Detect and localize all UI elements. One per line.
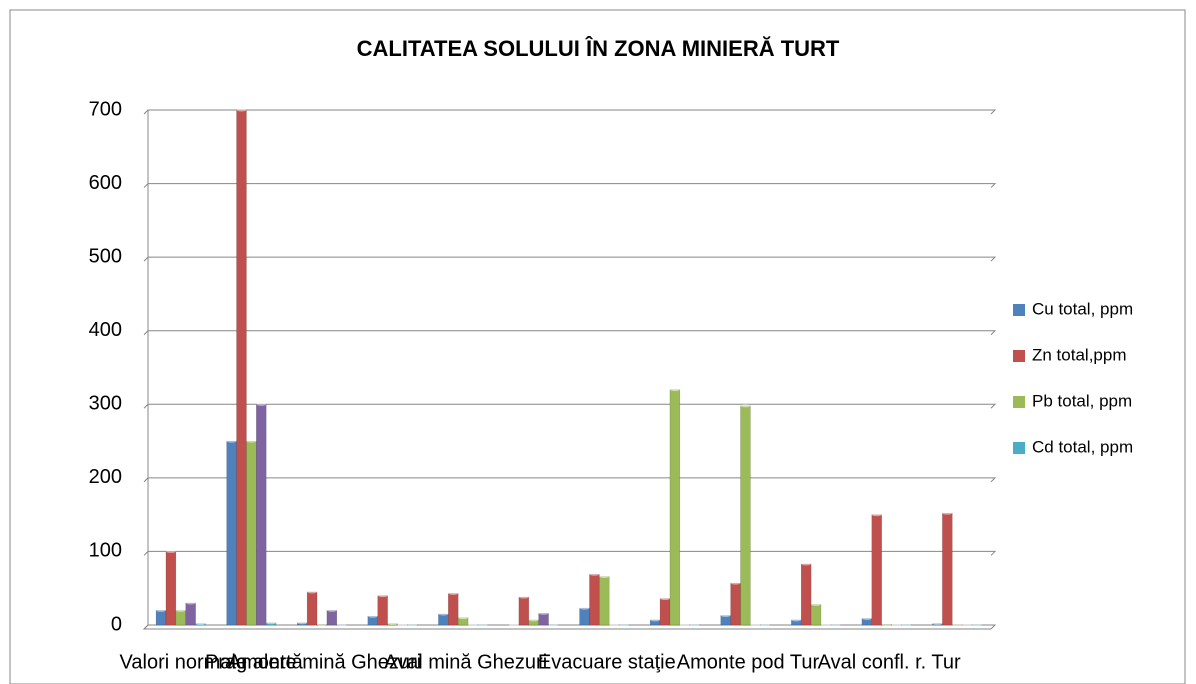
bar (679, 623, 690, 627)
legend-swatch (1013, 396, 1025, 408)
bar (387, 622, 398, 626)
bar (438, 612, 449, 626)
bar (265, 621, 277, 626)
legend-label: Cu total, ppm (1032, 299, 1133, 318)
x-tick-label: Amonte pod Tur (677, 651, 820, 673)
x-tick-label: Prag alertă (205, 651, 304, 673)
legend-label: Zn total,ppm (1032, 345, 1127, 364)
bar (962, 623, 973, 627)
legend-label: Pb total, ppm (1032, 391, 1132, 410)
bar (952, 623, 963, 627)
x-tick-label: Evacuare staţie (538, 651, 676, 673)
bar (336, 623, 347, 627)
grid-line (143, 550, 997, 556)
bar (236, 108, 247, 626)
bar (932, 622, 943, 626)
bar (649, 618, 661, 626)
bar (720, 613, 731, 626)
legend-swatch (1013, 304, 1025, 316)
bar (579, 606, 590, 626)
bar (618, 623, 630, 627)
bar (669, 388, 681, 626)
x-tick-label: Aval confl. r. Tur (818, 651, 961, 673)
bar (226, 439, 237, 626)
x-tick-label: Valori normale (120, 651, 247, 673)
bar (538, 611, 549, 626)
floor (142, 624, 991, 630)
bar (589, 572, 600, 626)
bar (367, 614, 378, 626)
bar (397, 623, 408, 627)
bar (901, 623, 912, 627)
bar (689, 623, 700, 627)
bar (760, 623, 771, 627)
grid-line (143, 477, 997, 483)
bar (175, 608, 186, 626)
bar (528, 618, 539, 626)
bar (306, 590, 318, 626)
grid-line (143, 403, 997, 409)
bar (609, 623, 620, 627)
bar (891, 623, 902, 627)
chart-border (9, 9, 1186, 684)
bar (599, 574, 610, 626)
bar (407, 623, 418, 627)
bar (659, 597, 671, 626)
bar (377, 594, 388, 626)
grid-line (143, 256, 997, 262)
bar (810, 602, 822, 626)
grid-line (143, 109, 997, 115)
bar (861, 616, 873, 626)
bar (509, 623, 519, 627)
x-tick-label: Aval mină Ghezuri (384, 651, 547, 673)
y-tick-label: 200 (89, 466, 122, 488)
bar (730, 581, 741, 626)
y-tick-label: 300 (89, 393, 122, 415)
bar (165, 549, 177, 626)
bar (830, 623, 841, 627)
bar (316, 622, 328, 626)
bar (740, 404, 751, 626)
bar (297, 621, 308, 626)
bar (195, 622, 206, 626)
bar (881, 622, 892, 626)
bar (256, 402, 267, 626)
bar (448, 591, 459, 626)
legend-swatch (1013, 442, 1025, 454)
bar (971, 623, 983, 627)
legend-label: Cd total, ppm (1032, 437, 1133, 456)
grid-line (143, 183, 997, 188)
bar (246, 439, 257, 626)
bar (548, 623, 559, 627)
y-tick-label: 400 (89, 319, 122, 341)
bar (185, 601, 196, 626)
bar (477, 623, 489, 627)
chart-title: CALITATEA SOLULUI ÎN ZONA MINIERĂ TURT (357, 36, 840, 61)
y-tick-label: 100 (89, 540, 122, 562)
bar (155, 608, 167, 626)
y-tick-label: 0 (111, 613, 122, 635)
y-tick-label: 600 (89, 172, 122, 194)
x-tick-label: Amonte mină Ghezuri (228, 651, 421, 673)
y-tick-label: 700 (89, 98, 122, 120)
bar (326, 608, 338, 626)
bar (518, 595, 530, 626)
bar (791, 618, 802, 626)
bar (942, 511, 953, 626)
bar (457, 616, 469, 626)
bar (750, 623, 761, 627)
bar (800, 562, 812, 626)
bar (871, 513, 882, 626)
bar (820, 623, 831, 627)
legend-swatch (1013, 350, 1025, 362)
y-tick-label: 500 (89, 245, 122, 267)
bar (468, 623, 478, 627)
grid-line (143, 330, 997, 336)
